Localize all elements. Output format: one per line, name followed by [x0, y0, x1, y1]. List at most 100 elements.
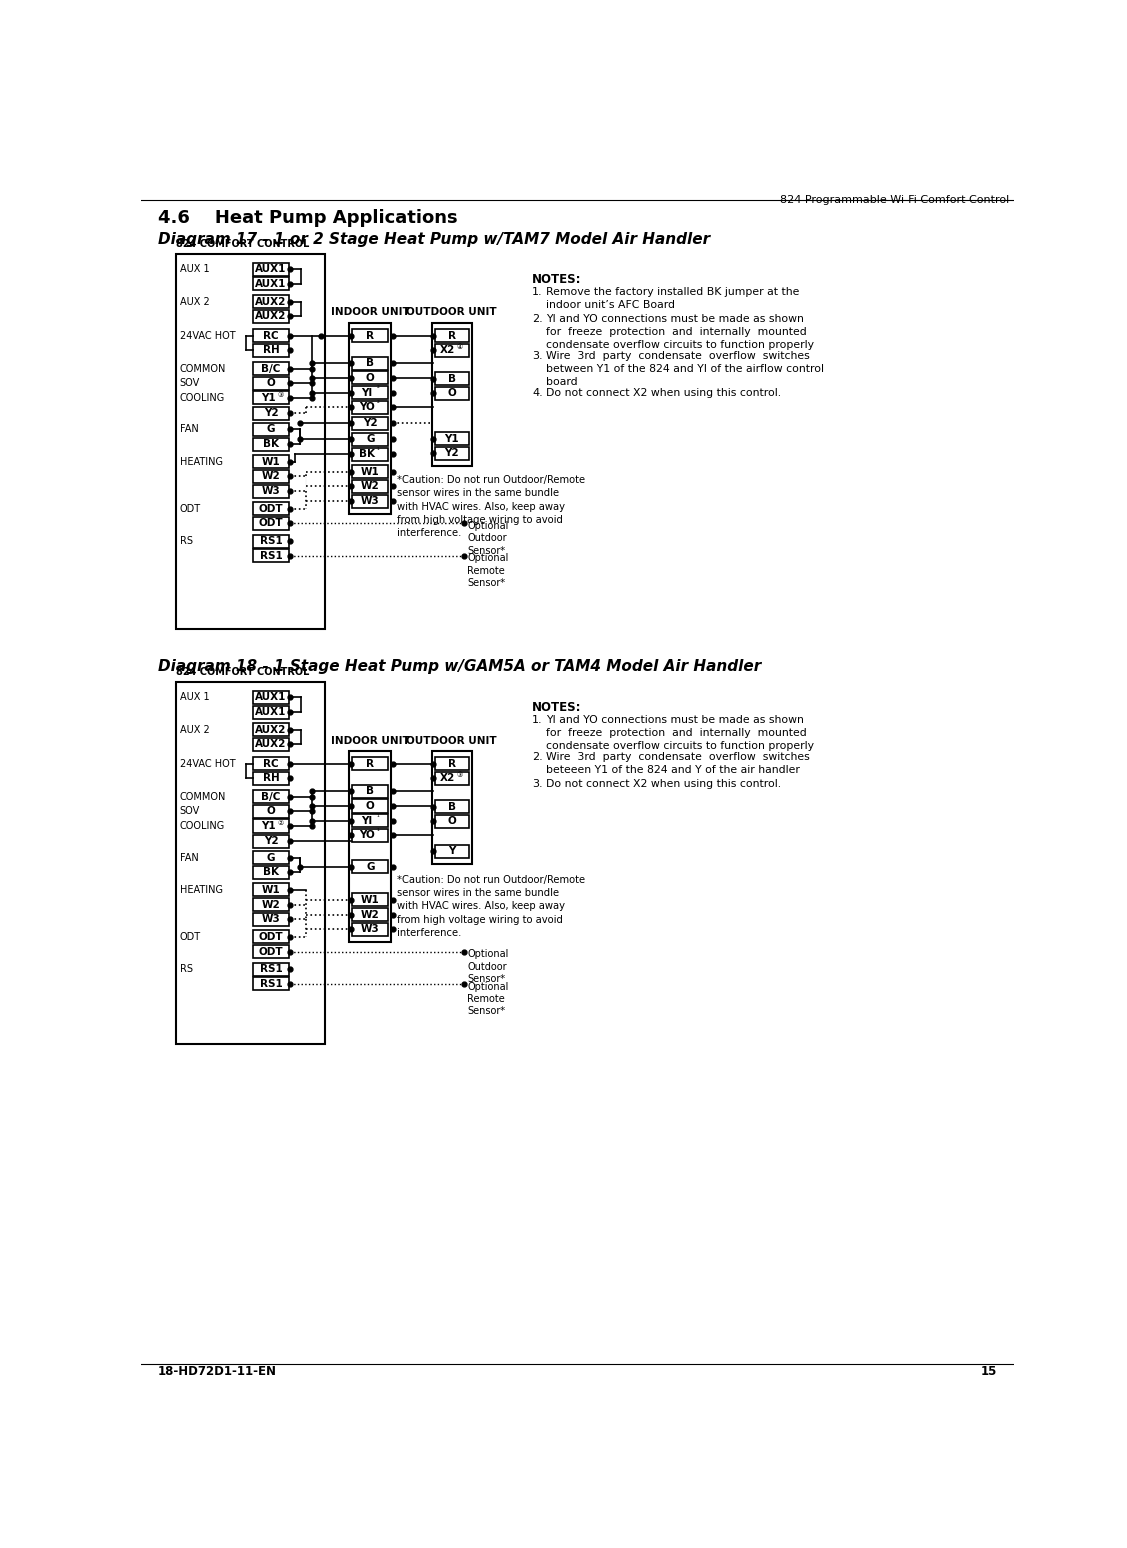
Bar [254, 407, 289, 420]
Text: W1: W1 [361, 895, 380, 906]
Bar [254, 471, 289, 483]
Text: YI and YO connections must be made as shown
for  freeze  protection  and  intern: YI and YO connections must be made as sh… [547, 715, 814, 751]
Text: INDOOR UNIT: INDOOR UNIT [331, 735, 409, 746]
Bar [254, 723, 289, 737]
Text: FAN: FAN [179, 424, 198, 435]
Text: 824 COMFORT CONTROL: 824 COMFORT CONTROL [176, 667, 309, 676]
Text: 24VAC HOT: 24VAC HOT [179, 759, 236, 769]
Text: AUX1: AUX1 [256, 707, 286, 717]
Bar [353, 909, 388, 921]
Bar [254, 277, 289, 291]
Bar [432, 751, 472, 864]
Text: 3.: 3. [532, 351, 543, 361]
Bar [353, 861, 388, 873]
Text: Do not connect X2 when using this control.: Do not connect X2 when using this contro… [547, 389, 781, 398]
Bar [254, 296, 289, 308]
Bar [349, 751, 391, 941]
Text: YI: YI [362, 387, 373, 398]
Bar [254, 485, 289, 497]
Text: Y1: Y1 [260, 393, 275, 402]
Text: O: O [447, 389, 456, 398]
Bar [254, 376, 289, 390]
Text: AUX 1: AUX 1 [179, 692, 210, 703]
Bar [254, 706, 289, 718]
Bar [254, 898, 289, 912]
Text: *Caution: Do not run Outdoor/Remote
sensor wires in the same bundle
with HVAC wi: *Caution: Do not run Outdoor/Remote sens… [398, 475, 586, 539]
Bar [353, 494, 388, 508]
Bar [254, 851, 289, 864]
Bar [254, 517, 289, 529]
Bar [435, 772, 469, 785]
Bar [353, 893, 388, 907]
Bar [176, 681, 325, 1043]
Bar [353, 356, 388, 370]
Text: Y: Y [447, 847, 455, 856]
Text: W2: W2 [261, 472, 281, 481]
Bar [254, 834, 289, 848]
Text: R: R [447, 759, 455, 769]
Bar [353, 785, 388, 797]
Text: RS: RS [179, 536, 193, 546]
Bar [435, 372, 469, 385]
Bar [435, 387, 469, 399]
Bar [254, 534, 289, 548]
Bar [254, 344, 289, 356]
Text: AUX2: AUX2 [256, 297, 286, 307]
Text: ③: ③ [456, 772, 462, 779]
Bar [254, 502, 289, 515]
Text: ¹: ¹ [376, 447, 380, 454]
Bar [254, 330, 289, 342]
Text: AUX 2: AUX 2 [179, 724, 210, 735]
Text: RC: RC [264, 331, 278, 341]
Bar [353, 385, 388, 399]
Text: W1: W1 [361, 467, 380, 477]
Bar [435, 814, 469, 828]
Text: ²: ² [376, 401, 380, 407]
Bar [254, 423, 289, 437]
Text: W1: W1 [261, 885, 281, 895]
Text: YI: YI [362, 816, 373, 825]
Bar [435, 757, 469, 771]
Text: ¹: ¹ [376, 830, 380, 836]
Text: 2.: 2. [532, 752, 543, 762]
Text: RH: RH [263, 774, 279, 783]
Text: ODT: ODT [259, 503, 283, 514]
Text: W2: W2 [361, 481, 380, 491]
Text: ④: ④ [456, 344, 462, 350]
Text: ODT: ODT [179, 503, 201, 514]
Text: Optional
Remote
Sensor*: Optional Remote Sensor* [468, 981, 508, 1017]
Text: W3: W3 [261, 486, 281, 495]
Bar [254, 310, 289, 324]
Text: RS1: RS1 [259, 536, 283, 546]
Text: *Caution: Do not run Outdoor/Remote
sensor wires in the same bundle
with HVAC wi: *Caution: Do not run Outdoor/Remote sens… [398, 875, 586, 938]
Text: W2: W2 [361, 910, 380, 920]
Bar [254, 884, 289, 896]
Bar [435, 845, 469, 858]
Bar [353, 923, 388, 935]
Text: B: B [366, 358, 374, 368]
Text: 1.: 1. [532, 715, 543, 724]
Text: B: B [366, 786, 374, 796]
Bar [353, 433, 388, 446]
Text: YI and YO connections must be made as shown
for  freeze  protection  and  intern: YI and YO connections must be made as sh… [547, 314, 814, 350]
Text: 24VAC HOT: 24VAC HOT [179, 331, 236, 341]
Bar [353, 814, 388, 827]
Text: O: O [366, 373, 374, 382]
Bar [254, 438, 289, 450]
Text: ②: ② [277, 820, 284, 827]
Bar [435, 432, 469, 446]
Bar [254, 550, 289, 562]
Text: AUX 2: AUX 2 [179, 297, 210, 307]
Text: COOLING: COOLING [179, 820, 225, 831]
Bar [254, 789, 289, 803]
Text: COOLING: COOLING [179, 393, 225, 402]
Text: NOTES:: NOTES: [532, 701, 582, 714]
Bar [254, 930, 289, 943]
Text: 15: 15 [980, 1365, 997, 1378]
Bar [353, 330, 388, 342]
Bar [254, 738, 289, 751]
Bar [353, 401, 388, 413]
Text: W1: W1 [261, 457, 281, 467]
Bar [254, 690, 289, 704]
Bar [353, 466, 388, 478]
